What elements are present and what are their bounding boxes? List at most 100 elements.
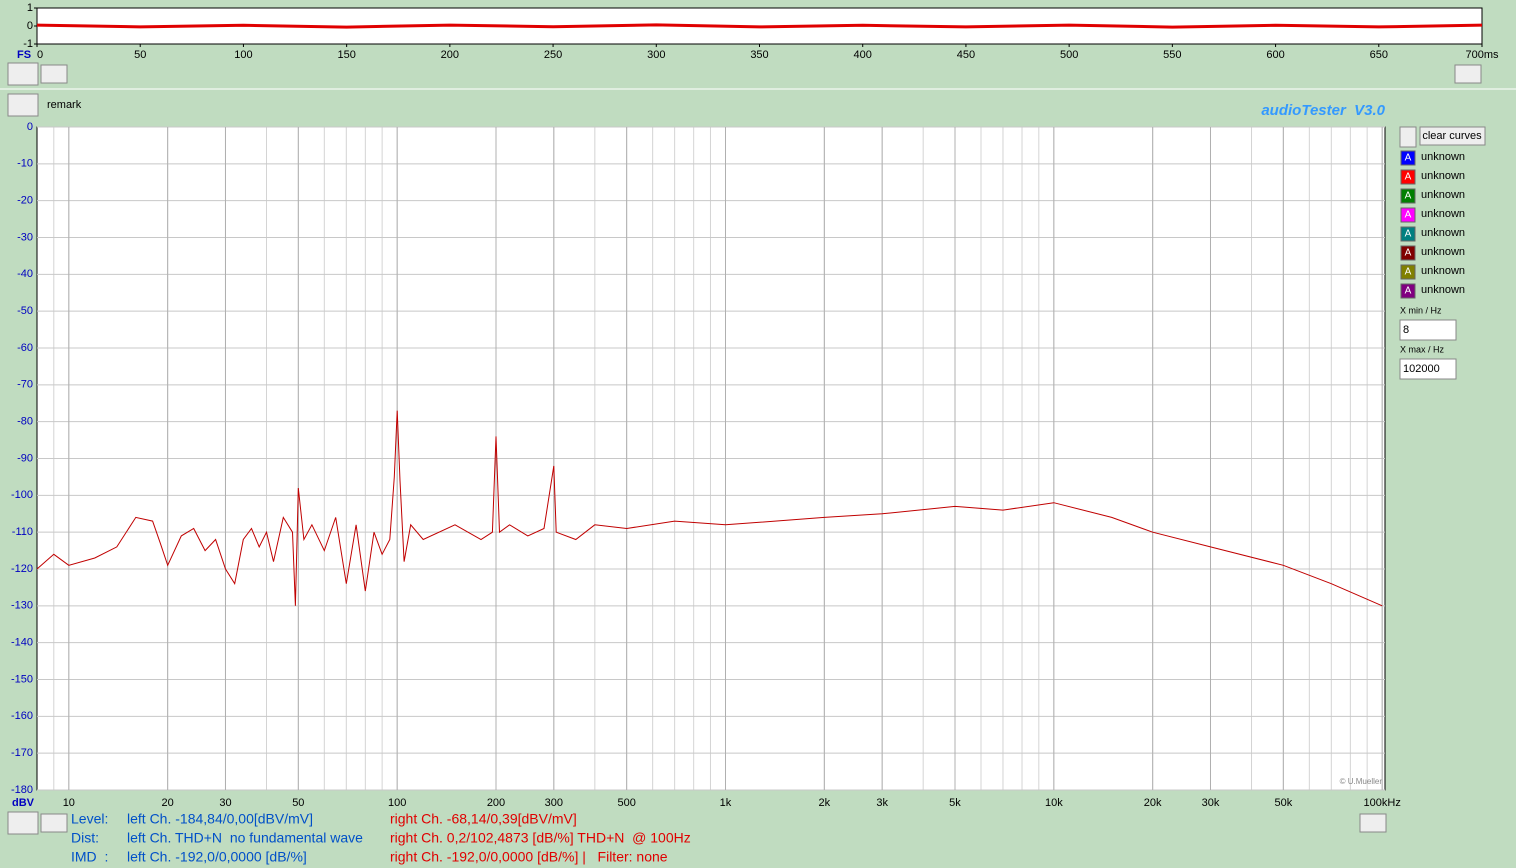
curve-name: unknown (1421, 227, 1465, 239)
y-tick-label: -50 (17, 305, 33, 317)
xmin-input[interactable] (1399, 319, 1457, 341)
x-tick-label: 20 (162, 797, 174, 809)
y-tick-label: -80 (17, 416, 33, 428)
x-tick-label: 50 (292, 797, 304, 809)
x-tick-label: 600 (1266, 49, 1284, 61)
scroll-button[interactable] (40, 64, 68, 84)
y-tick-label: -180 (11, 784, 33, 796)
x-tick-label: 150 (337, 49, 355, 61)
y-axis-label: dBV (12, 797, 35, 809)
y-tick-label: -90 (17, 452, 33, 464)
curve-name: unknown (1421, 151, 1465, 163)
watermark: © U.Mueller (1340, 777, 1383, 786)
y-tick-label: 0 (27, 20, 33, 32)
clear-button[interactable] (1419, 126, 1486, 146)
spin-button[interactable] (1399, 126, 1417, 148)
x-tick-label: 450 (957, 49, 975, 61)
curve-name: unknown (1421, 246, 1465, 258)
curve-name: unknown (1421, 284, 1465, 296)
y-tick-label: 0 (27, 121, 33, 133)
y-tick-label: -110 (12, 526, 33, 538)
y-tick-label: -40 (17, 268, 33, 280)
xmax-label: X max / Hz (1400, 344, 1445, 354)
y-tick-label: -120 (11, 563, 33, 575)
x-tick-label: 300 (545, 797, 563, 809)
xmax-input[interactable] (1399, 358, 1457, 380)
y-tick-label: -100 (11, 489, 33, 501)
x-tick-label: 200 (441, 49, 459, 61)
y-tick-label: -140 (11, 637, 33, 649)
curve-icon-letter[interactable]: A (1405, 153, 1412, 164)
curve-icon-letter[interactable]: A (1405, 191, 1412, 202)
status-text: IMD : (71, 849, 108, 865)
curve-icon[interactable] (1400, 169, 1416, 185)
y-tick-label: -30 (17, 231, 33, 243)
y-tick-label: 1 (27, 2, 33, 14)
xmin-label: X min / Hz (1400, 305, 1442, 315)
status-text: Level: (71, 811, 108, 827)
y-tick-label: -150 (11, 673, 33, 685)
curve-name: unknown (1421, 189, 1465, 201)
clear-label[interactable]: clear curves (1422, 130, 1482, 142)
scroll-button[interactable] (1359, 813, 1387, 833)
xmin-value[interactable]: 8 (1403, 324, 1409, 336)
x-tick-label: 10 (63, 797, 75, 809)
y-tick-label: -160 (11, 710, 33, 722)
curve-icon[interactable] (1400, 207, 1416, 223)
curve-icon-letter[interactable]: A (1405, 286, 1412, 297)
status-text: right Ch. 0,2/102,4873 [dB/%] THD+N @ 10… (390, 830, 691, 846)
x-tick-label: 50k (1274, 797, 1292, 809)
xmax-value[interactable]: 102000 (1403, 363, 1440, 375)
x-tick-label: 30 (219, 797, 231, 809)
x-tick-label: 400 (854, 49, 872, 61)
curve-icon[interactable] (1400, 150, 1416, 166)
y-axis-label: FS (17, 49, 31, 61)
curve-icon[interactable] (1400, 283, 1416, 299)
curve (36, 410, 1383, 607)
curve-icon-letter[interactable]: A (1405, 229, 1412, 240)
status-text: left Ch. -192,0/0,0000 [dB/%] (127, 849, 307, 865)
curve-icon-letter[interactable]: A (1405, 172, 1412, 183)
x-tick-label: 5k (949, 797, 961, 809)
x-tick-label: 100 (388, 797, 406, 809)
x-tick-label: 350 (750, 49, 768, 61)
x-tick-label: 500 (617, 797, 635, 809)
spin-button[interactable] (7, 93, 39, 117)
x-tick-label: 30k (1202, 797, 1220, 809)
y-tick-label: -20 (17, 195, 33, 207)
x-tick-label: 200 (487, 797, 505, 809)
x-tick-label: 1k (720, 797, 732, 809)
curve-icon[interactable] (1400, 188, 1416, 204)
x-tick-label: 50 (134, 49, 146, 61)
y-tick-label: -170 (11, 747, 33, 759)
y-tick-label: -60 (17, 342, 33, 354)
spin-button[interactable] (7, 62, 39, 86)
status-text: right Ch. -68,14/0,39[dBV/mV] (390, 811, 577, 827)
x-tick-label: 250 (544, 49, 562, 61)
x-tick-label: 3k (876, 797, 888, 809)
spin-button[interactable] (7, 811, 39, 835)
curve-icon-letter[interactable]: A (1405, 210, 1412, 221)
x-tick-label: 100kHz (1364, 797, 1401, 809)
x-tick-label: 100 (234, 49, 252, 61)
app-title: audioTester V3.0 (1261, 102, 1385, 119)
scroll-button[interactable] (1454, 64, 1482, 84)
curve-icon-letter[interactable]: A (1405, 248, 1412, 259)
curve-name: unknown (1421, 208, 1465, 220)
x-tick-label: 700ms (1465, 49, 1499, 61)
status-text: left Ch. -184,84/0,00[dBV/mV] (127, 811, 313, 827)
curve-icon-letter[interactable]: A (1405, 267, 1412, 278)
y-tick-label: -10 (17, 158, 33, 170)
status-text: right Ch. -192,0/0,0000 [dB/%] | Filter:… (390, 849, 668, 865)
x-tick-label: 550 (1163, 49, 1181, 61)
curve-icon[interactable] (1400, 264, 1416, 280)
curve-icon[interactable] (1400, 245, 1416, 261)
curve-name: unknown (1421, 265, 1465, 277)
curve-icon[interactable] (1400, 226, 1416, 242)
x-tick-label: 650 (1370, 49, 1388, 61)
status-text: Dist: (71, 830, 99, 846)
x-tick-label: 20k (1144, 797, 1162, 809)
x-tick-label: 300 (647, 49, 665, 61)
scroll-button[interactable] (40, 813, 68, 833)
